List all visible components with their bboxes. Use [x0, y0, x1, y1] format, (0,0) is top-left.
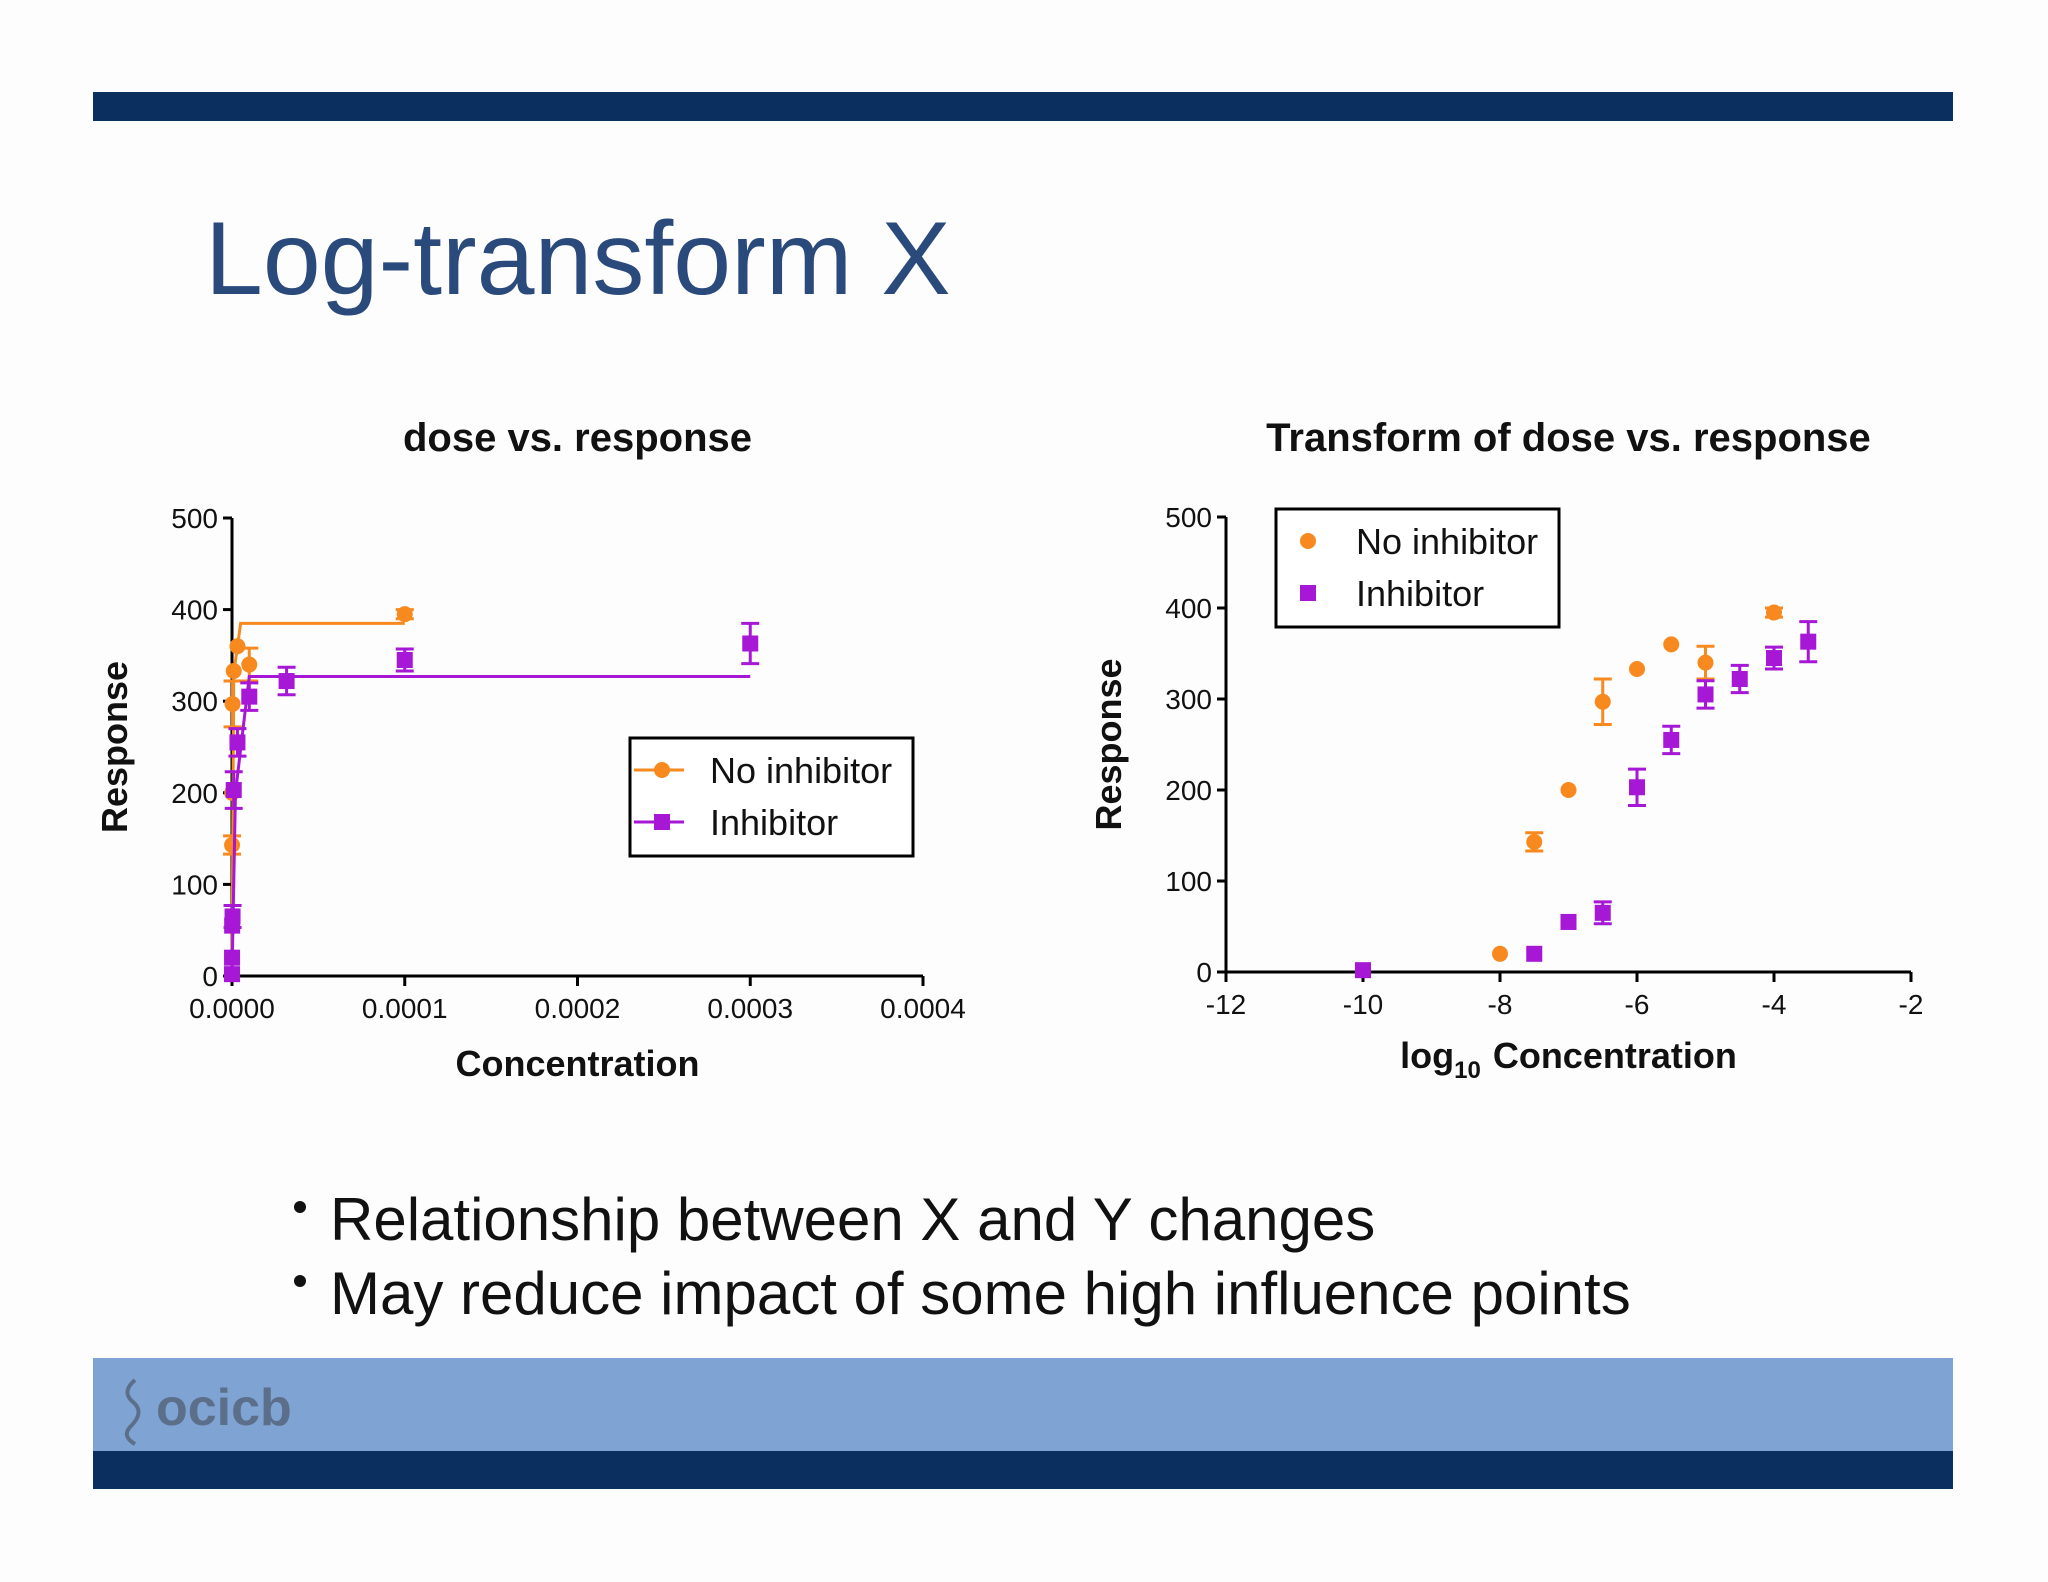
legend-label: No inhibitor	[1356, 521, 1538, 562]
legend-marker	[654, 814, 670, 830]
marker	[224, 837, 241, 854]
y-tick-label: 200	[171, 778, 218, 809]
marker	[229, 638, 246, 655]
marker	[1697, 686, 1714, 703]
chart-title: dose vs. response	[403, 416, 752, 460]
footer-bar	[93, 1451, 1953, 1489]
bullet-dot	[294, 1201, 306, 1213]
chart-title: Transform of dose vs. response	[1266, 416, 1871, 460]
x-tick-label: 0.0004	[880, 993, 966, 1024]
marker	[1560, 782, 1577, 798]
marker	[1560, 913, 1577, 930]
legend-label: No inhibitor	[710, 750, 892, 791]
marker	[229, 734, 246, 751]
x-tick-label: 0.0003	[707, 993, 793, 1024]
y-axis-label: Response	[94, 661, 135, 833]
marker	[1526, 945, 1543, 962]
marker	[396, 651, 413, 668]
y-tick-label: 0	[202, 961, 218, 992]
marker	[1629, 660, 1645, 677]
marker	[224, 949, 241, 966]
x-tick-label: -4	[1762, 989, 1787, 1020]
legend-marker	[654, 762, 670, 778]
x-tick-label: -6	[1625, 989, 1650, 1020]
legend-label: Inhibitor	[1356, 573, 1484, 614]
x-tick-label: -12	[1206, 989, 1246, 1020]
legend-marker	[1300, 533, 1316, 549]
marker	[225, 662, 242, 679]
x-label-base: log	[1400, 1035, 1454, 1076]
marker	[1526, 833, 1543, 850]
y-tick-label: 400	[1165, 593, 1212, 624]
y-tick-label: 100	[171, 869, 218, 900]
marker	[224, 908, 241, 925]
marker	[1629, 779, 1645, 796]
y-tick-label: 300	[1165, 684, 1212, 715]
x-tick-label: -10	[1343, 989, 1383, 1020]
x-axis-label: log10 Concentration	[1400, 1035, 1737, 1084]
marker	[241, 656, 258, 673]
legend-label: Inhibitor	[710, 802, 838, 843]
legend-box	[1274, 507, 1561, 629]
marker	[224, 966, 241, 983]
y-tick-label: 300	[171, 686, 218, 717]
bullet: May reduce impact of some high influence…	[330, 1260, 1631, 1327]
marker	[1594, 904, 1611, 921]
bullet-dot	[294, 1275, 306, 1287]
x-tick-label: -8	[1488, 989, 1513, 1020]
marker	[1492, 945, 1508, 962]
marker	[742, 635, 759, 652]
marker	[1766, 650, 1782, 667]
bullet: Relationship between X and Y changes	[330, 1186, 1375, 1253]
marker	[1355, 962, 1371, 979]
y-tick-label: 100	[1165, 866, 1212, 897]
y-tick-label: 200	[1165, 775, 1212, 806]
marker	[1766, 604, 1782, 621]
marker	[278, 673, 295, 690]
x-tick-label: 0.0001	[362, 993, 448, 1024]
x-axis-label: Concentration	[455, 1043, 699, 1084]
x-tick-label: 0.0000	[189, 993, 275, 1024]
marker	[1663, 636, 1680, 653]
footer-band	[93, 1358, 1953, 1451]
marker	[1697, 654, 1714, 671]
marker	[1731, 670, 1748, 687]
legend-marker	[1300, 585, 1316, 601]
y-tick-label: 0	[1196, 957, 1212, 988]
y-tick-label: 500	[1165, 502, 1212, 533]
marker	[1663, 731, 1680, 748]
marker	[225, 782, 242, 799]
slide-title: Log-transform X	[205, 201, 951, 317]
logo-icon	[124, 1378, 141, 1446]
x-tick-label: 0.0002	[535, 993, 621, 1024]
marker	[1594, 693, 1611, 710]
top-bar	[93, 92, 1953, 121]
x-label-sub: 10	[1454, 1057, 1481, 1084]
x-label-rest: Concentration	[1493, 1035, 1737, 1076]
y-tick-label: 400	[171, 595, 218, 626]
legend-box	[628, 736, 915, 858]
marker	[224, 695, 241, 712]
marker	[396, 606, 413, 623]
marker	[1800, 633, 1817, 650]
logo: ocicb	[156, 1379, 292, 1437]
y-axis-label: Response	[1088, 658, 1129, 830]
y-tick-label: 500	[171, 503, 218, 534]
marker	[241, 688, 258, 705]
x-tick-label: -2	[1899, 989, 1924, 1020]
